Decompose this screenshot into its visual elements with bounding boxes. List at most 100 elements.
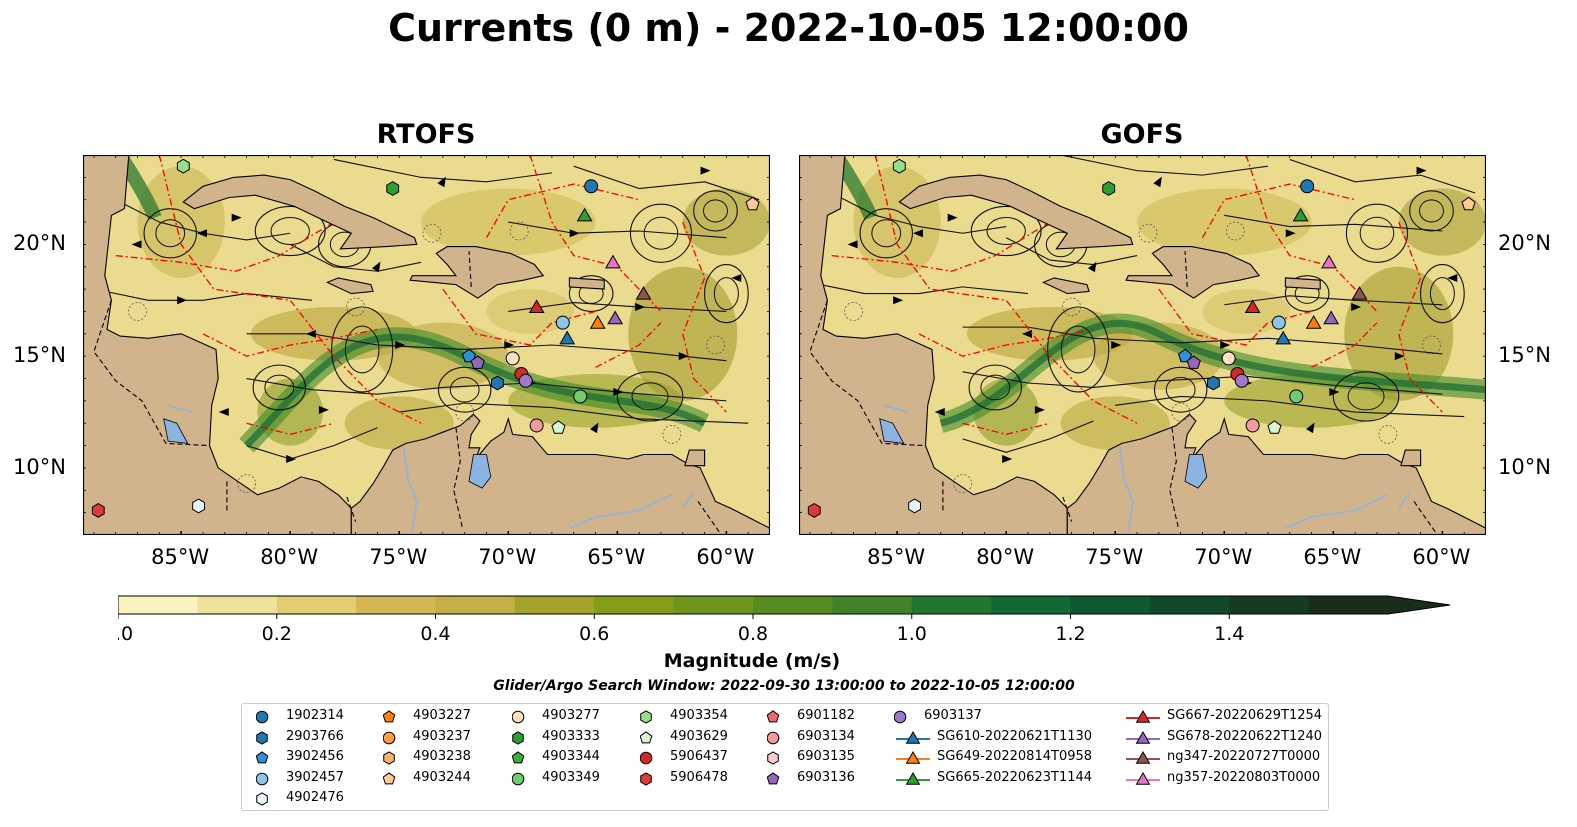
legend-label: 6903134 <box>797 728 855 744</box>
observation-marker <box>490 375 504 391</box>
observation-marker <box>1177 348 1193 363</box>
bathymetry-contour <box>1138 223 1158 243</box>
legend-symbol <box>256 751 269 764</box>
lon-tick-label: 75°W <box>369 545 428 569</box>
lake-maracaibo <box>468 454 492 489</box>
observation-marker <box>176 158 190 174</box>
legend-label: 6903136 <box>797 769 855 785</box>
colorbar-segment <box>435 596 516 614</box>
eddy-streamline <box>871 219 902 248</box>
eez-boundary <box>682 221 727 413</box>
legend-symbol <box>256 730 268 745</box>
streamline-arrow <box>437 176 446 188</box>
observation-marker <box>807 503 821 518</box>
observation-marker <box>470 355 485 369</box>
streamline <box>962 371 1443 395</box>
eddy-streamline <box>1047 306 1110 393</box>
legend-marker-4903349 <box>512 772 525 785</box>
streamline <box>508 221 727 239</box>
observation-marker <box>1267 420 1282 434</box>
eddy-streamline <box>155 219 186 248</box>
colorbar-label: Magnitude (m/s) <box>663 650 841 672</box>
lon-tick-label: 70°W <box>1194 545 1253 569</box>
observation-marker <box>576 207 593 222</box>
colorbar-segment <box>1149 596 1230 614</box>
eez-boundary <box>158 155 422 424</box>
streamline-arrow <box>504 341 515 349</box>
streamline-arrow <box>318 405 329 414</box>
streamline-arrow <box>1002 455 1013 463</box>
observation-marker <box>1102 181 1116 196</box>
legend-symbol <box>383 731 396 744</box>
eddy-streamline <box>1332 371 1400 422</box>
colorbar-tick-label: 0.0 <box>118 623 133 644</box>
panel-title-gofs: GOFS <box>1100 119 1184 150</box>
colorbar-segment <box>911 596 992 614</box>
streamline-arrow <box>218 408 229 417</box>
observation-marker <box>386 181 400 196</box>
eddy-streamline <box>616 371 684 422</box>
legend-marker-4903629 <box>640 730 653 743</box>
streamline-arrow <box>286 455 297 463</box>
legend-marker-4903333 <box>512 730 524 745</box>
eddy-streamline <box>713 277 739 311</box>
streamline-arrow <box>1351 303 1362 311</box>
streamline-arrow <box>678 352 689 361</box>
eddy-streamline <box>1060 325 1096 374</box>
eez-boundary <box>115 221 335 272</box>
legend-marker-4903344 <box>512 751 525 764</box>
legend-symbol <box>512 710 525 724</box>
bathymetry-contour <box>455 402 475 422</box>
legend-marker-3902457 <box>256 772 269 785</box>
speed-patch <box>344 396 454 451</box>
colorbar-segment <box>1229 596 1310 614</box>
bathymetry-contour <box>1422 335 1441 355</box>
eddy-streamline <box>643 216 679 250</box>
legend-marker-4902476 <box>256 792 268 806</box>
bathymetry-contour <box>237 474 256 493</box>
legend-label: 4903238 <box>413 749 471 764</box>
legend-label: SG678-20220622T1240 <box>1167 728 1323 744</box>
observation-marker <box>573 389 588 404</box>
eddy-streamline <box>143 208 197 259</box>
land-trinidad <box>684 449 706 467</box>
eddy-streamline <box>1359 216 1395 250</box>
legend-symbol <box>905 751 921 764</box>
streamline <box>333 158 552 183</box>
observation-marker <box>505 351 520 366</box>
bathymetry-contour <box>1171 402 1191 422</box>
streamline-arrow <box>893 296 904 305</box>
legend-label: 6903135 <box>797 749 855 764</box>
legend-label: 6903137 <box>924 708 982 723</box>
observation-marker <box>1244 299 1261 314</box>
streamline-arrow <box>1329 387 1340 396</box>
river <box>1398 492 1411 509</box>
legend-symbol <box>640 751 653 765</box>
streamline-arrow <box>847 240 858 249</box>
legend-symbol <box>767 731 780 744</box>
legend-symbol <box>1135 751 1151 764</box>
colorbar-segment <box>118 596 198 614</box>
legend-label: SG667-20220629T1254 <box>1167 708 1323 723</box>
streamline-arrow <box>1153 176 1162 188</box>
lon-tick-label: 80°W <box>260 545 319 569</box>
observation-marker <box>461 348 477 363</box>
colorbar-tick-label: 0.8 <box>738 623 768 644</box>
eddy-streamline <box>568 275 614 313</box>
eez-boundary <box>874 155 1138 424</box>
streamline-arrow <box>1034 405 1045 414</box>
observation-marker <box>745 196 760 211</box>
lon-tick-label: 65°W <box>587 545 646 569</box>
streamline <box>246 427 378 460</box>
lat-tick-label: 10°N <box>13 454 66 479</box>
speed-patch <box>853 166 941 278</box>
legend-marker-sg678-20220622t1240 <box>1126 730 1160 744</box>
river <box>569 494 673 530</box>
country-border <box>346 496 357 522</box>
legend-marker-3902456 <box>256 751 269 764</box>
eddy-streamline <box>252 364 307 411</box>
land-hispaniola <box>409 246 545 299</box>
streamline-arrow <box>131 240 142 249</box>
bathymetry-contour <box>844 302 863 321</box>
legend-marker-sg649-20220814t0958 <box>896 751 930 764</box>
